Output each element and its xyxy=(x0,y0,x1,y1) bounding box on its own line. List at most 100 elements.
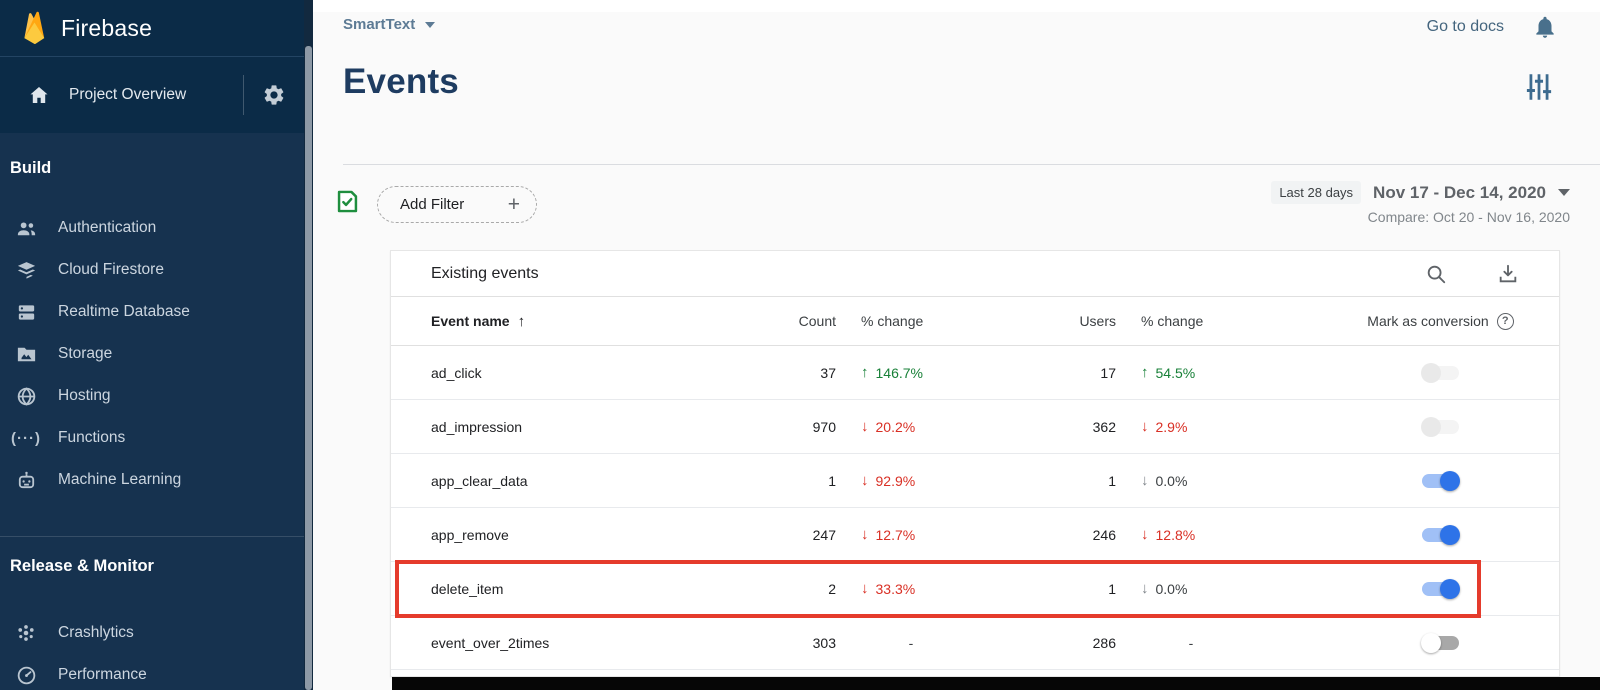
change-value: 54.5% xyxy=(1155,364,1196,381)
count-cell: 247 xyxy=(812,526,836,543)
sidebar-item-label: Realtime Database xyxy=(58,303,190,320)
tune-filters-icon[interactable] xyxy=(1525,72,1553,102)
go-to-docs-link[interactable]: Go to docs xyxy=(1426,18,1504,35)
project-name: SmartText xyxy=(343,16,416,33)
count-change-cell: ↓ 12.7% xyxy=(836,526,986,543)
column-count[interactable]: Count xyxy=(798,313,836,329)
change-value: 12.8% xyxy=(1155,526,1196,543)
table-row[interactable]: app_remove 247 ↓ 12.7% 246 ↓ 12.8% xyxy=(391,508,1559,562)
count-change-cell: ↓ 92.9% xyxy=(836,472,986,489)
project-selector[interactable]: SmartText xyxy=(343,16,436,33)
users-cell: 362 xyxy=(1092,418,1116,435)
sidebar-item-authentication[interactable]: Authentication xyxy=(0,207,304,249)
date-range-selector[interactable]: Last 28 days Nov 17 - Dec 14, 2020 xyxy=(1271,181,1570,204)
column-mark-as-conversion: Mark as conversion ? xyxy=(1294,312,1587,330)
sidebar: Firebase Project Overview Build Authenti… xyxy=(0,0,304,690)
change-value: 146.7% xyxy=(875,364,923,381)
page-title: Events xyxy=(343,62,459,101)
firebase-header[interactable]: Firebase xyxy=(0,0,304,57)
toggle-knob xyxy=(1421,632,1441,653)
count-change-cell: ↓ 33.3% xyxy=(836,580,986,597)
help-icon[interactable]: ? xyxy=(1496,312,1514,330)
table-row[interactable]: ad_impression 970 ↓ 20.2% 362 ↓ 2.9% xyxy=(391,400,1559,454)
mark-as-conversion-toggle[interactable] xyxy=(1421,416,1459,437)
arrow-up-icon: ↑ xyxy=(1141,364,1149,381)
toggle-knob xyxy=(1421,416,1441,437)
mark-as-conversion-toggle[interactable] xyxy=(1422,578,1460,599)
event-name-cell: delete_item xyxy=(431,580,504,597)
mark-as-conversion-toggle[interactable] xyxy=(1421,632,1459,653)
sidebar-item-label: Performance xyxy=(58,666,147,683)
arrow-down-icon: ↓ xyxy=(861,472,869,489)
divider xyxy=(243,75,244,115)
event-name-cell: app_clear_data xyxy=(431,472,528,489)
divider xyxy=(343,164,1600,165)
range-chip: Last 28 days xyxy=(1271,181,1362,204)
sidebar-item-hosting[interactable]: Hosting xyxy=(0,375,304,417)
sidebar-item-machine-learning[interactable]: Machine Learning xyxy=(0,459,304,501)
globe-icon xyxy=(14,384,38,408)
change-value: 20.2% xyxy=(875,418,916,435)
column-users-change[interactable]: % change xyxy=(1141,313,1204,329)
storage-icon xyxy=(14,342,38,366)
home-icon xyxy=(27,83,51,107)
sidebar-item-project-overview[interactable]: Project Overview xyxy=(0,57,304,133)
table-row[interactable]: delete_item 2 ↓ 33.3% 1 ↓ 0.0% xyxy=(391,562,1559,616)
table-row[interactable]: ad_click 37 ↑ 146.7% 17 ↑ 54.5% xyxy=(391,346,1559,400)
count-cell: 1 xyxy=(828,472,836,489)
count-cell: 37 xyxy=(820,364,836,381)
users-change-cell: ↓ 0.0% xyxy=(1116,580,1266,597)
sidebar-item-cloud-firestore[interactable]: Cloud Firestore xyxy=(0,249,304,291)
sidebar-sections: Build Authentication Cloud Firestore Rea… xyxy=(0,159,304,690)
functions-icon: (···) xyxy=(11,429,41,447)
crashlytics-icon xyxy=(14,621,38,645)
users-change-cell: - xyxy=(1188,634,1194,651)
arrow-down-icon: ↓ xyxy=(861,526,869,543)
change-value: 2.9% xyxy=(1155,418,1188,435)
change-value: 12.7% xyxy=(875,526,916,543)
column-change[interactable]: % change xyxy=(861,313,924,329)
change-value: 33.3% xyxy=(875,580,916,597)
change-value: 0.0% xyxy=(1155,472,1188,489)
arrow-up-icon: ↑ xyxy=(861,364,869,381)
sidebar-section-label: Build xyxy=(10,159,52,177)
column-users[interactable]: Users xyxy=(1079,313,1116,329)
event-name-cell: ad_impression xyxy=(431,418,523,435)
notifications-bell-icon[interactable] xyxy=(1532,14,1558,40)
sidebar-item-storage[interactable]: Storage xyxy=(0,333,304,375)
table-row[interactable]: app_clear_data 1 ↓ 92.9% 1 ↓ 0.0% xyxy=(391,454,1559,508)
users-change-cell: ↑ 54.5% xyxy=(1116,364,1266,381)
sidebar-item-crashlytics[interactable]: Crashlytics xyxy=(0,612,304,654)
firebase-logo-icon xyxy=(21,11,48,45)
arrow-down-icon: ↓ xyxy=(1141,418,1149,435)
count-cell: 970 xyxy=(812,418,836,435)
sidebar-item-realtime-database[interactable]: Realtime Database xyxy=(0,291,304,333)
mark-as-conversion-toggle[interactable] xyxy=(1421,362,1459,383)
sidebar-item-performance[interactable]: Performance xyxy=(0,654,304,690)
arrow-down-icon: ↓ xyxy=(861,580,869,597)
chevron-down-icon xyxy=(425,21,436,28)
sidebar-item-label: Machine Learning xyxy=(58,471,182,488)
users-cell: 286 xyxy=(1092,634,1116,651)
download-icon[interactable] xyxy=(1497,263,1519,285)
table-row[interactable]: event_over_2times 303 - 286 - xyxy=(391,616,1559,670)
event-name-cell: app_remove xyxy=(431,526,509,543)
mark-as-conversion-toggle[interactable] xyxy=(1422,470,1460,491)
add-filter-label: Add Filter xyxy=(400,196,465,213)
sidebar-item-label: Cloud Firestore xyxy=(58,261,164,278)
top-strip xyxy=(313,0,1600,12)
users-change-cell: ↓ 0.0% xyxy=(1116,472,1266,489)
gear-icon[interactable] xyxy=(262,83,286,107)
chevron-down-icon xyxy=(1558,189,1570,196)
add-filter-button[interactable]: Add Filter + xyxy=(377,186,537,223)
sidebar-item-functions[interactable]: (···) Functions xyxy=(0,417,304,459)
arrow-down-icon: ↓ xyxy=(1141,580,1149,597)
toggle-knob xyxy=(1421,362,1441,383)
mark-as-conversion-toggle[interactable] xyxy=(1422,524,1460,545)
toggle-knob xyxy=(1440,524,1460,545)
sidebar-scrollbar[interactable] xyxy=(304,0,313,690)
search-icon[interactable] xyxy=(1425,263,1447,285)
scrollbar-thumb[interactable] xyxy=(305,46,312,690)
column-event-name[interactable]: Event name ↑ xyxy=(431,312,526,330)
users-icon xyxy=(14,216,38,240)
